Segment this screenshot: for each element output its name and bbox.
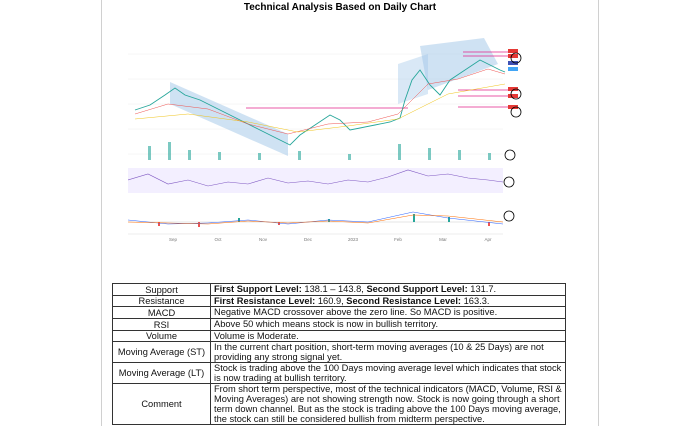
text-segment: Volume is Moderate. xyxy=(214,331,299,341)
row-label: Resistance xyxy=(112,295,211,307)
text-segment: 160.9, xyxy=(315,296,347,306)
x-axis-label: Oct xyxy=(214,237,222,242)
text-segment: Second Support Level: xyxy=(366,284,468,294)
row-value: Volume is Moderate. xyxy=(210,330,566,342)
row-label: Moving Average (LT) xyxy=(112,362,211,384)
row-value: From short term perspective, most of the… xyxy=(210,383,566,425)
row-value: Stock is trading above the 100 Days movi… xyxy=(210,362,566,384)
table-row: Resistance First Resistance Level: 160.9,… xyxy=(112,295,566,307)
row-value: Negative MACD crossover above the zero l… xyxy=(210,306,566,319)
text-segment: Above 50 which means stock is now in bul… xyxy=(214,319,439,329)
x-axis-label: Apr xyxy=(484,237,492,242)
x-axis-label: Nov xyxy=(259,237,268,242)
text-segment: First Resistance Level: xyxy=(214,296,316,306)
row-value: In the current chart position, short-ter… xyxy=(210,341,566,363)
text-segment: Second Resistance Level: xyxy=(346,296,462,306)
table-row: RSI Above 50 which means stock is now in … xyxy=(112,318,566,331)
row-label: Comment xyxy=(112,383,211,425)
x-axis-label: Feb xyxy=(394,237,402,242)
x-axis-label: Sep xyxy=(169,237,178,242)
table-row: Moving Average (ST) In the current chart … xyxy=(112,341,566,363)
text-segment: Negative MACD crossover above the zero l… xyxy=(214,307,498,317)
text-segment: In the current chart position, short-ter… xyxy=(214,342,544,362)
text-segment: First Support Level: xyxy=(214,284,302,294)
text-segment: 163.3. xyxy=(461,296,490,306)
row-value: Above 50 which means stock is now in bul… xyxy=(210,318,566,331)
x-axis-label: Dec xyxy=(304,237,313,242)
analysis-table: Support First Support Level: 138.1 – 143.… xyxy=(112,283,566,425)
table-row: MACD Negative MACD crossover above the ze… xyxy=(112,306,566,319)
row-label: Moving Average (ST) xyxy=(112,341,211,363)
row-label: RSI xyxy=(112,318,211,331)
table-row: Comment From short term perspective, most… xyxy=(112,383,566,425)
table-row: Support First Support Level: 138.1 – 143.… xyxy=(112,283,566,296)
row-value: First Resistance Level: 160.9, Second Re… xyxy=(210,295,566,307)
page-edge xyxy=(101,0,102,426)
chart-screenshot: Sep Oct Nov Dec 2023 Feb Mar Apr xyxy=(128,34,530,262)
text-segment: Stock is trading above the 100 Days movi… xyxy=(214,363,562,383)
document-title: Technical Analysis Based on Daily Chart xyxy=(243,2,437,13)
text-segment: From short term perspective, most of the… xyxy=(214,384,562,424)
table-row: Moving Average (LT) Stock is trading abov… xyxy=(112,362,566,384)
row-value: First Support Level: 138.1 – 143.8, Seco… xyxy=(210,283,566,296)
row-label: Volume xyxy=(112,330,211,342)
x-axis-label: Mar xyxy=(439,237,447,242)
text-segment: 131.7. xyxy=(467,284,497,294)
x-axis-label: 2023 xyxy=(348,237,359,242)
text-segment: 138.1 – 143.8, xyxy=(301,284,367,294)
row-label: MACD xyxy=(112,306,211,319)
page-edge xyxy=(598,0,599,426)
table-row: Volume Volume is Moderate. xyxy=(112,330,566,342)
row-label: Support xyxy=(112,283,211,296)
